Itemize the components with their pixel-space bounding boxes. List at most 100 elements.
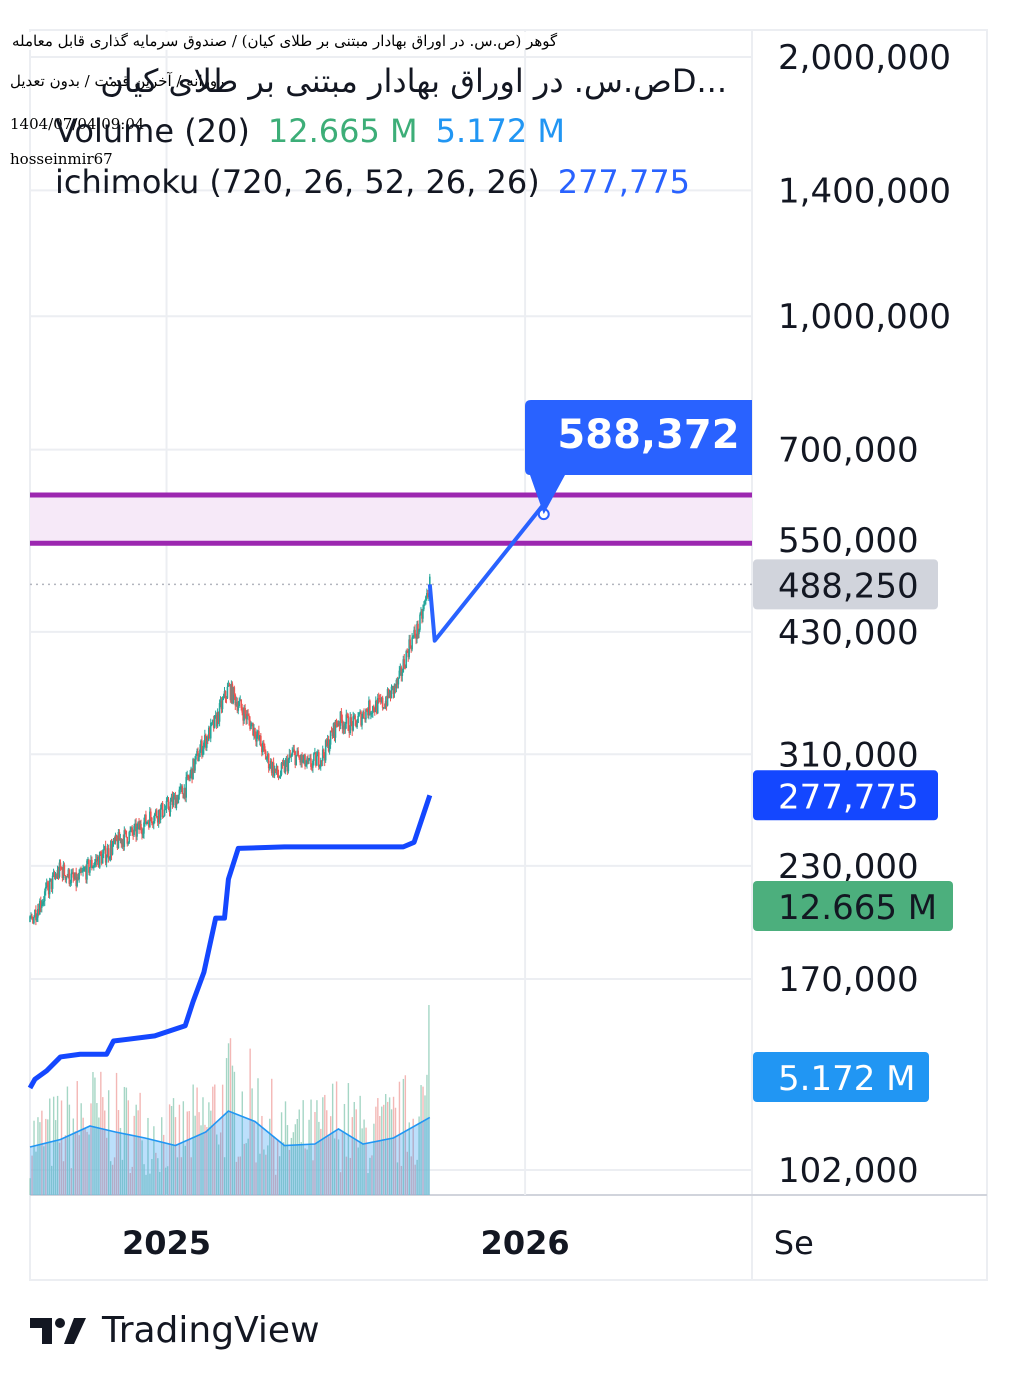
candle-body xyxy=(328,744,331,752)
volume-bar xyxy=(170,1106,173,1195)
volume-bar xyxy=(412,1118,414,1195)
candle-body xyxy=(417,623,419,635)
candle-body xyxy=(366,709,368,712)
candle-body xyxy=(174,795,177,809)
volume-bar xyxy=(418,1116,420,1195)
candle-body xyxy=(157,809,160,823)
tradingview-logo[interactable]: TradingView xyxy=(30,1305,320,1355)
candle-body xyxy=(71,872,74,874)
volume-bar xyxy=(263,1149,265,1195)
volume-ma-value: 5.172 M xyxy=(435,112,566,150)
candle-body xyxy=(400,667,403,677)
volume-bar xyxy=(180,1157,183,1195)
volume-legend[interactable]: Volume (20) 12.665 M 5.172 M xyxy=(55,112,565,150)
volume-bar xyxy=(229,1038,232,1195)
volume-bar xyxy=(151,1158,153,1195)
candle-body xyxy=(318,766,321,768)
projection-callout[interactable] xyxy=(525,400,752,515)
candle-body xyxy=(279,774,282,778)
candle-body xyxy=(379,698,382,702)
candle-body xyxy=(227,684,230,687)
volume-bar xyxy=(251,1088,253,1195)
candle-body xyxy=(90,859,92,868)
candle-body xyxy=(286,759,289,772)
candle-body xyxy=(171,796,174,806)
candle-body xyxy=(197,751,199,762)
candle-body xyxy=(378,698,381,700)
volume-bar xyxy=(153,1126,155,1195)
y-tick-label: 102,000 xyxy=(778,1151,919,1191)
volume-bar xyxy=(353,1101,355,1195)
candle-body xyxy=(228,684,231,686)
candle-body xyxy=(142,833,144,835)
brand-name: TradingView xyxy=(102,1309,320,1351)
volume-bar xyxy=(367,1173,369,1195)
volume-bar xyxy=(343,1103,346,1195)
candle-body xyxy=(34,909,36,918)
volume-bar xyxy=(365,1127,367,1195)
candle-body xyxy=(391,686,394,688)
volume-bar xyxy=(141,1140,143,1195)
candle-body xyxy=(278,777,281,779)
candle-body xyxy=(143,822,145,834)
volume-bar xyxy=(392,1096,395,1195)
candle-body xyxy=(199,749,201,757)
candle-body xyxy=(41,901,44,905)
candle-body xyxy=(96,857,99,862)
volume-bar xyxy=(241,1091,243,1195)
volume-bar xyxy=(233,1071,236,1195)
volume-bar xyxy=(383,1104,385,1195)
volume-bar xyxy=(426,1074,428,1195)
ichimoku-legend[interactable]: ichimoku (720, 26, 52, 26, 26) 277,775 xyxy=(55,163,690,201)
volume-bar xyxy=(247,1138,249,1195)
candle-body xyxy=(282,762,285,764)
volume-bar xyxy=(111,1164,114,1195)
candle-body xyxy=(217,711,220,722)
candle-body xyxy=(393,684,396,694)
volume-bar xyxy=(257,1078,259,1195)
candle-body xyxy=(93,865,95,868)
candle-body xyxy=(385,701,388,706)
candle-body xyxy=(245,713,247,720)
volume-bar xyxy=(308,1119,310,1195)
volume-bar xyxy=(288,1149,291,1195)
candle-body xyxy=(40,904,43,908)
candle-body xyxy=(398,670,401,678)
y-tick-label: 1,000,000 xyxy=(778,297,951,337)
volume-bar xyxy=(351,1117,353,1195)
candle-body xyxy=(280,763,283,775)
symbol-title[interactable]: ...Dص.س. در اوراق بهادار مبتنی بر طلای ک… xyxy=(100,62,727,100)
candle-body xyxy=(330,730,333,733)
ichimoku-label: ichimoku (720, 26, 52, 26, 26) xyxy=(55,163,540,201)
candle-body xyxy=(191,768,193,780)
volume-bar xyxy=(58,1142,61,1195)
candle-body xyxy=(360,711,362,726)
projection-line[interactable] xyxy=(427,502,546,643)
volume-bar xyxy=(113,1157,116,1195)
candle-body xyxy=(117,832,120,849)
volume-bar xyxy=(219,1132,222,1195)
candle-body xyxy=(165,800,168,809)
target-zone[interactable] xyxy=(30,495,752,544)
volume-bar xyxy=(68,1104,71,1195)
candle-body xyxy=(322,749,325,757)
candle-body xyxy=(355,720,357,728)
volume-bar xyxy=(186,1111,188,1195)
candle-body xyxy=(86,860,88,880)
volume-ma-line xyxy=(29,1110,431,1148)
candle-body xyxy=(272,762,275,776)
volume-bar xyxy=(121,1159,124,1195)
candle-body xyxy=(243,707,245,721)
candle-body xyxy=(325,740,328,746)
candle-body xyxy=(357,715,359,723)
candle-body xyxy=(294,751,297,765)
volume-bar xyxy=(43,1146,45,1195)
volume-ma-value-label: 5.172 M xyxy=(778,1059,915,1099)
volume-bar xyxy=(428,1005,430,1195)
volume-bar xyxy=(143,1164,145,1195)
candle-body xyxy=(173,795,176,797)
candle-body xyxy=(167,799,170,809)
candle-body xyxy=(224,691,227,699)
volume-bar xyxy=(200,1125,202,1195)
